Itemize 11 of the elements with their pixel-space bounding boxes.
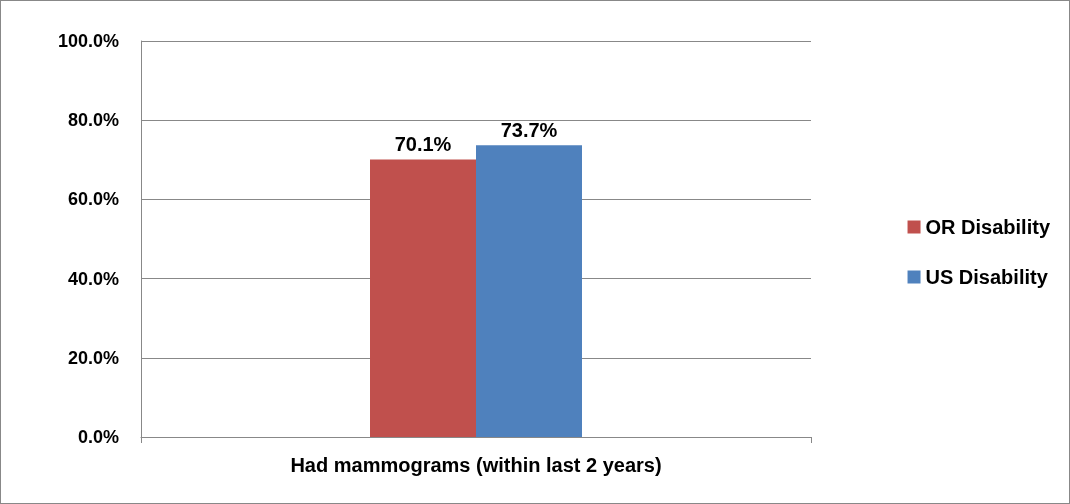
y-tick-label: 0.0%: [77, 427, 119, 447]
legend-label: OR Disability: [925, 216, 1051, 238]
y-tick-label: 20.0%: [67, 347, 119, 368]
legend-label: US Disability: [925, 266, 1049, 288]
y-tick-label: 80.0%: [67, 110, 119, 131]
x-tick-label: Had mammograms (within last 2 years): [290, 454, 662, 476]
data-label: 73.7%: [500, 119, 558, 142]
y-tick-label: 40.0%: [67, 268, 119, 289]
data-label: 70.1%: [394, 133, 452, 156]
y-tick-label: 60.0%: [67, 189, 119, 210]
y-tick-label: 100.0%: [57, 31, 119, 51]
